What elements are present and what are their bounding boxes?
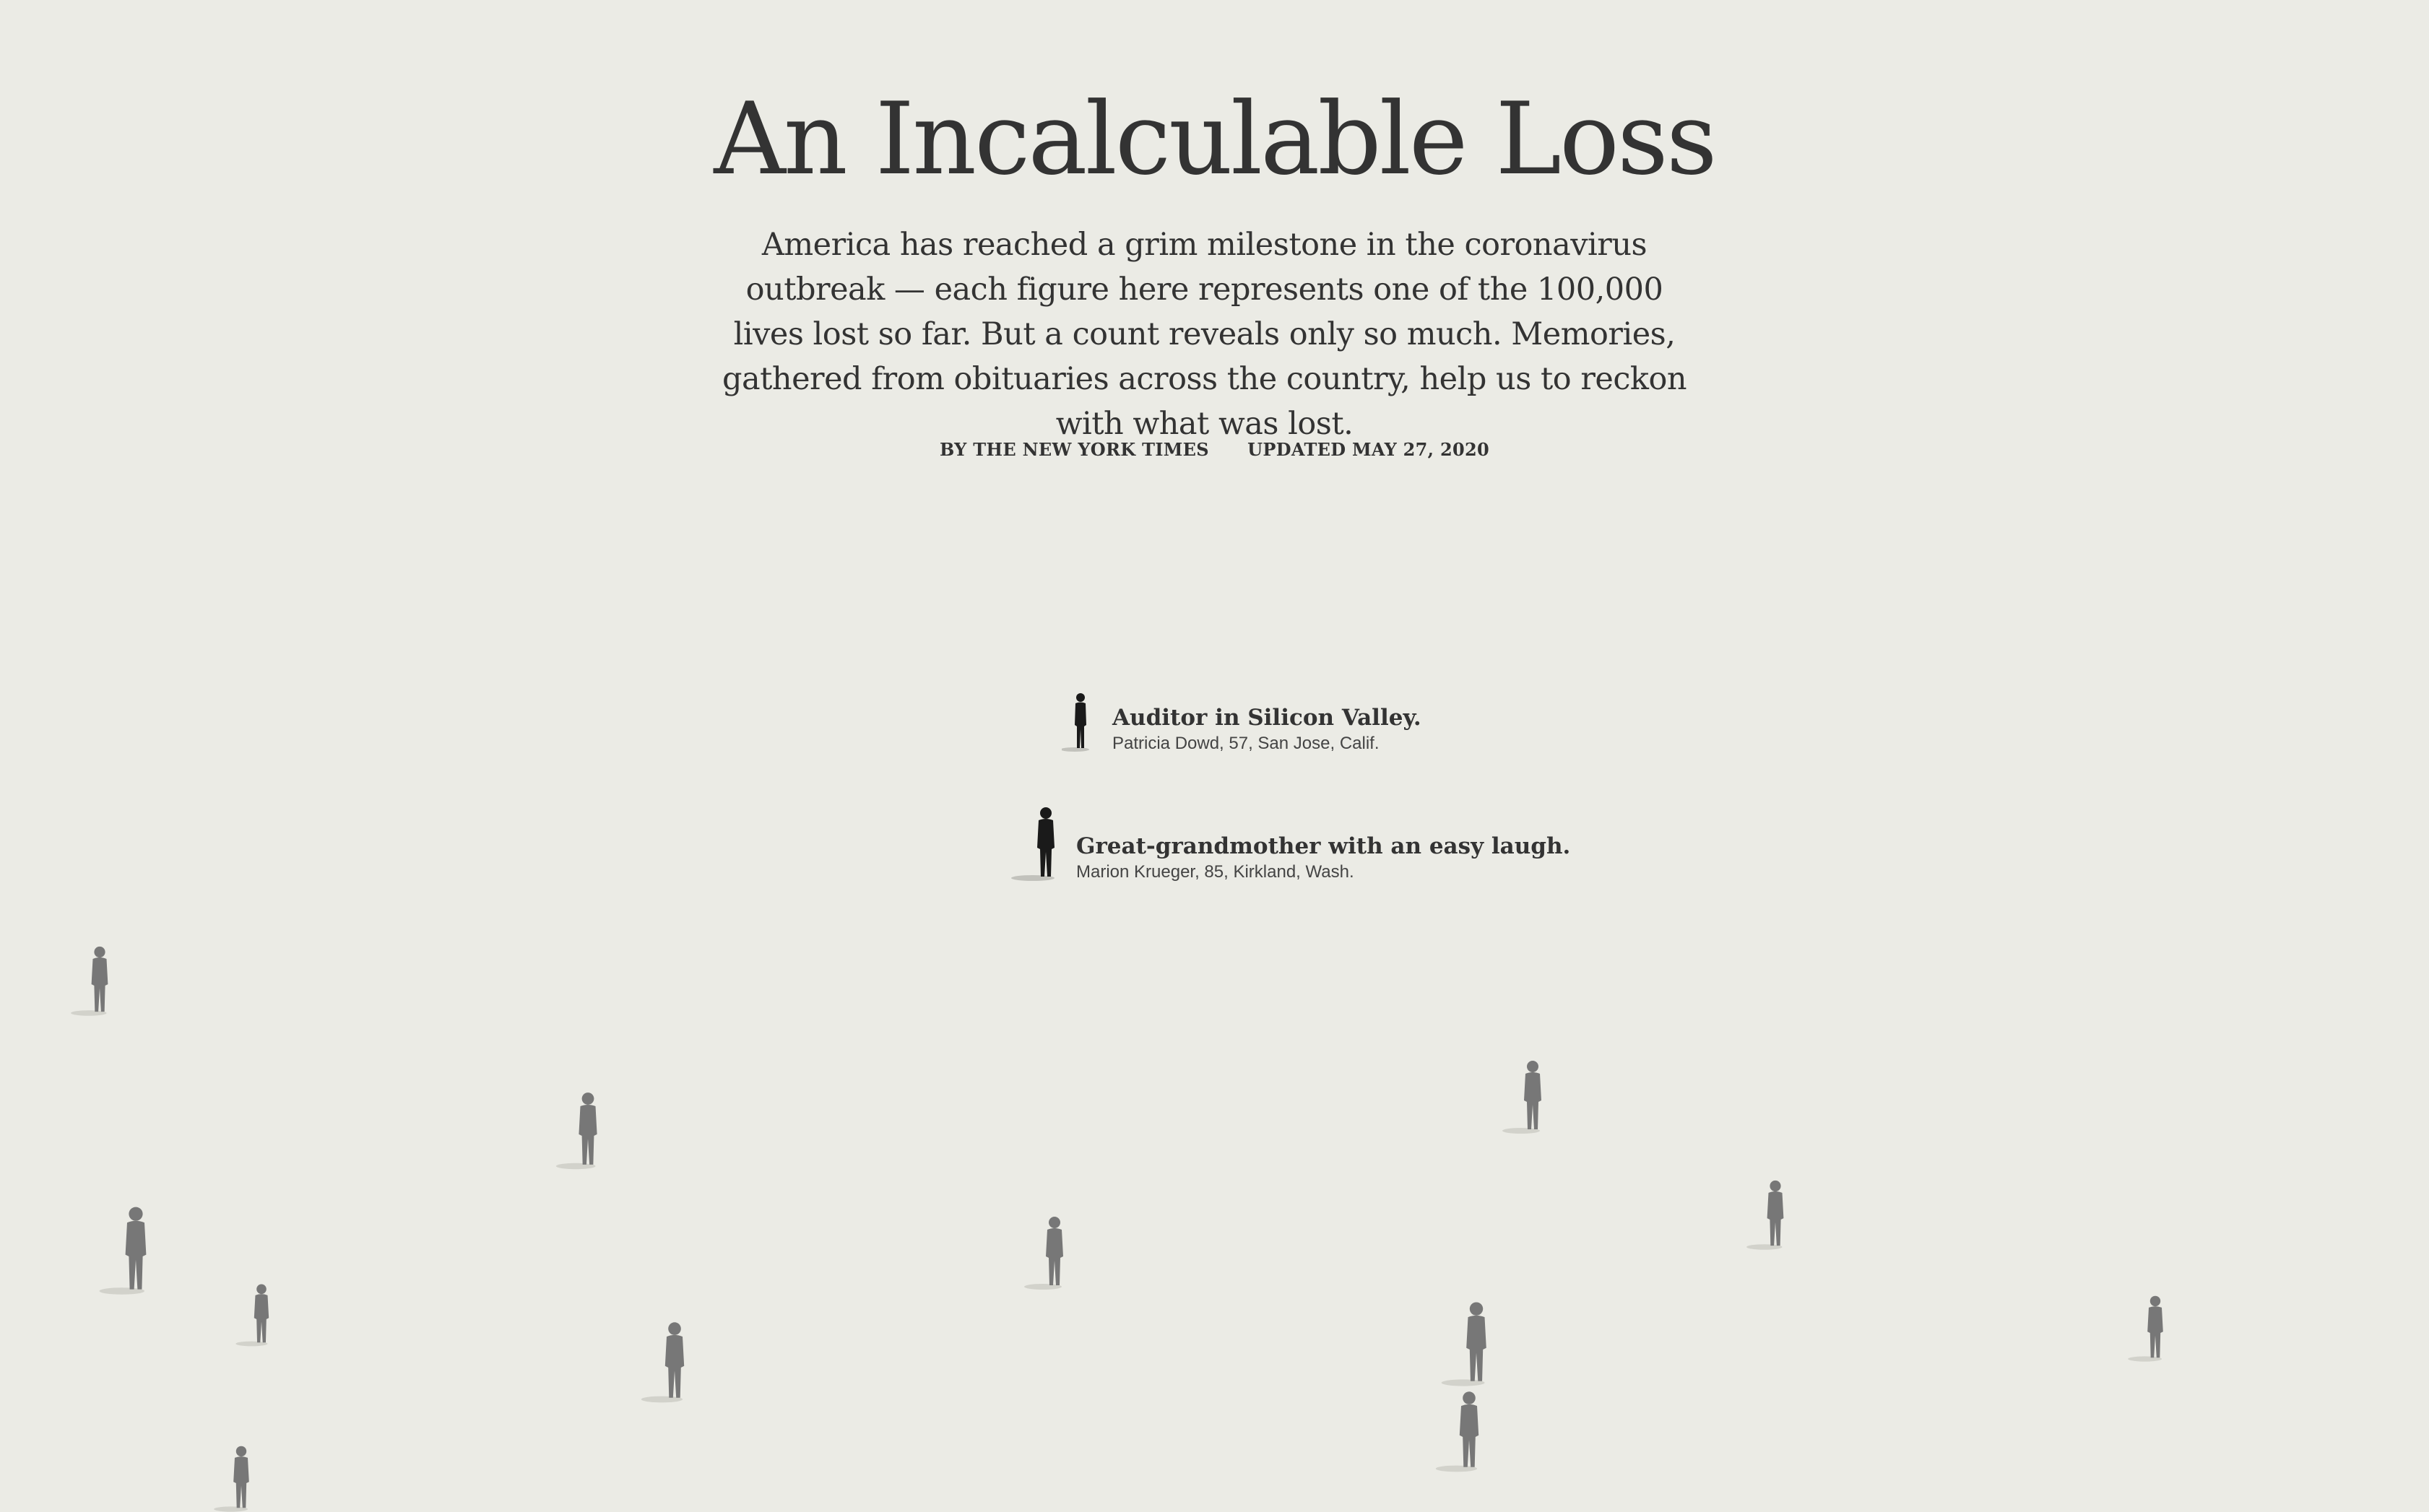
person-figure-icon[interactable] xyxy=(555,1090,611,1170)
person-figure-icon[interactable] xyxy=(235,1282,280,1347)
memory-subtitle: Marion Krueger, 85, Kirkland, Wash. xyxy=(1076,862,1354,882)
updated-date: UPDATED MAY 27, 2020 xyxy=(1247,439,1489,460)
person-figure-icon[interactable] xyxy=(1024,1215,1076,1290)
memory-item[interactable]: Auditor in Silicon Valley. Patricia Dowd… xyxy=(1060,692,1421,755)
headline: An Incalculable Loss xyxy=(714,81,1717,197)
summary-text: America has reached a grim milestone in … xyxy=(722,227,1687,442)
page: An Incalculable Loss America has reached… xyxy=(0,81,2429,1512)
person-figure-icon xyxy=(1060,692,1099,755)
byline: BY THE NEW YORK TIMES xyxy=(940,439,1209,460)
memory-item[interactable]: Great-grandmother with an easy laugh. Ma… xyxy=(1011,806,1570,884)
person-figure-icon[interactable] xyxy=(99,1204,162,1295)
person-figure-icon[interactable] xyxy=(1502,1059,1554,1134)
byline-row: BY THE NEW YORK TIMES UPDATED MAY 27, 20… xyxy=(0,439,2429,460)
person-figure-icon[interactable] xyxy=(214,1444,261,1512)
person-figure-icon xyxy=(1011,806,1063,884)
person-figure-icon[interactable] xyxy=(641,1320,698,1403)
memory-subtitle: Patricia Dowd, 57, San Jose, Calif. xyxy=(1112,734,1380,753)
memory-title: Auditor in Silicon Valley. xyxy=(1112,705,1421,731)
memory-title: Great-grandmother with an easy laugh. xyxy=(1076,833,1571,859)
person-figure-icon[interactable] xyxy=(1435,1389,1493,1472)
person-figure-icon[interactable] xyxy=(1746,1178,1796,1250)
person-figure-icon[interactable] xyxy=(2128,1294,2175,1362)
person-figure-icon[interactable] xyxy=(71,944,121,1016)
person-figure-icon[interactable] xyxy=(1441,1300,1502,1386)
